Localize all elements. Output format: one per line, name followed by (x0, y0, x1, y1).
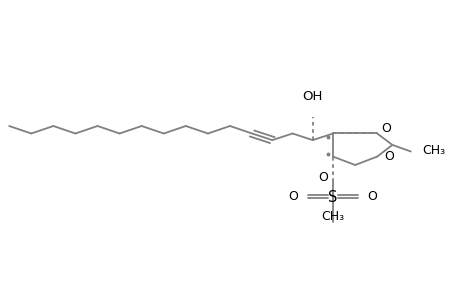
Text: CH₃: CH₃ (321, 210, 344, 223)
Text: O: O (367, 190, 377, 203)
Text: O: O (381, 122, 391, 136)
Text: S: S (328, 190, 337, 206)
Text: OH: OH (302, 91, 322, 103)
Text: O: O (288, 190, 298, 203)
Text: CH₃: CH₃ (421, 144, 444, 157)
Text: O: O (383, 150, 393, 163)
Text: O: O (317, 171, 327, 184)
